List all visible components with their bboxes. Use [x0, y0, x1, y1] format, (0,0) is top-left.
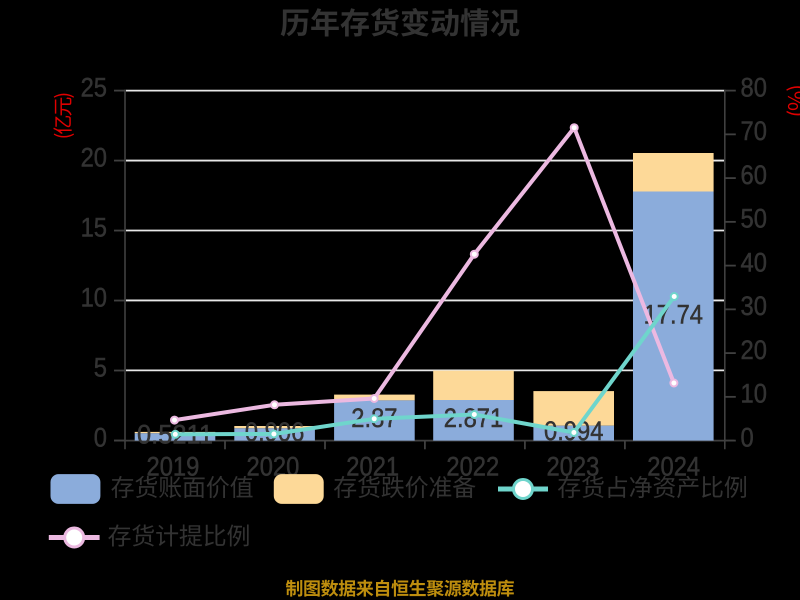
- svg-text:0: 0: [741, 422, 754, 452]
- svg-text:10: 10: [741, 379, 767, 409]
- svg-text:2021: 2021: [346, 451, 399, 481]
- svg-text:25: 25: [81, 72, 107, 102]
- svg-text:2022: 2022: [446, 451, 499, 481]
- svg-text:15: 15: [81, 212, 107, 242]
- svg-text:20: 20: [81, 142, 107, 172]
- svg-text:0: 0: [94, 422, 107, 452]
- svg-text:60: 60: [741, 160, 767, 190]
- svg-text:2019: 2019: [147, 451, 200, 481]
- svg-text:5: 5: [94, 352, 107, 382]
- svg-text:10: 10: [81, 282, 107, 312]
- svg-text:80: 80: [741, 72, 767, 102]
- svg-text:70: 70: [741, 116, 767, 146]
- svg-text:20: 20: [741, 335, 767, 365]
- svg-text:50: 50: [741, 204, 767, 234]
- svg-text:30: 30: [741, 291, 767, 321]
- svg-text:40: 40: [741, 247, 767, 277]
- svg-text:2024: 2024: [647, 451, 700, 481]
- svg-text:2023: 2023: [547, 451, 600, 481]
